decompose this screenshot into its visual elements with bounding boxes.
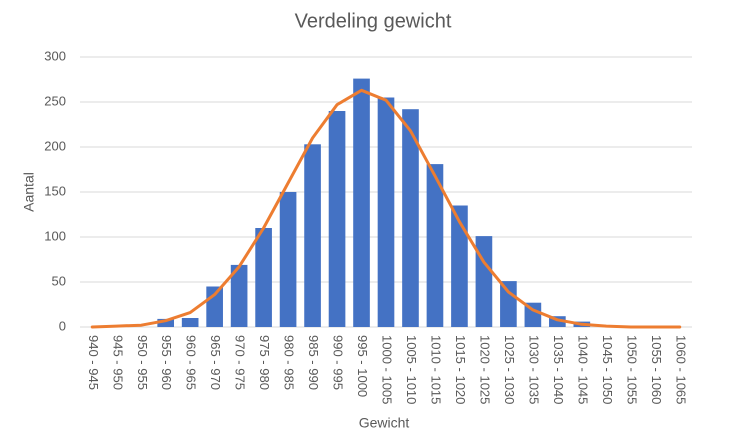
bar	[353, 78, 370, 327]
x-tick-label: 1015 - 1020	[453, 335, 468, 404]
y-tick-label: 0	[59, 318, 66, 333]
bar	[475, 236, 493, 327]
bar	[230, 264, 248, 327]
x-tick-label: 940 - 945	[86, 335, 101, 390]
bar	[402, 109, 419, 327]
y-tick-label: 50	[52, 273, 66, 288]
x-tick-label: 1060 - 1065	[673, 335, 688, 404]
x-tick-label: 1010 - 1015	[429, 335, 444, 404]
bar	[500, 281, 517, 327]
x-tick-label: 1040 - 1045	[575, 335, 590, 404]
bar	[157, 318, 175, 327]
x-tick-label: 955 - 960	[159, 335, 174, 390]
x-tick-label: 1030 - 1035	[526, 335, 541, 404]
bar	[304, 144, 321, 327]
y-tick-label: 300	[44, 48, 66, 63]
y-tick-label: 100	[44, 228, 66, 243]
x-tick-label: 960 - 965	[184, 335, 199, 390]
y-tick-label: 200	[44, 138, 66, 153]
x-tick-label: 1020 - 1025	[477, 335, 492, 404]
x-tick-label: 980 - 985	[282, 335, 297, 390]
x-tick-label: 1025 - 1030	[502, 335, 517, 404]
bar	[328, 111, 346, 327]
x-tick-label: 1050 - 1055	[624, 335, 639, 404]
line	[90, 88, 682, 329]
bar	[549, 316, 566, 327]
bar	[279, 192, 297, 327]
x-tick-label: 985 - 990	[306, 335, 321, 390]
bar	[181, 318, 199, 327]
y-tick-label: 150	[44, 183, 66, 198]
bar	[524, 302, 542, 327]
y-tick-label: 250	[44, 93, 66, 108]
x-tick-label: 1055 - 1060	[649, 335, 664, 404]
x-tick-label: 975 - 980	[257, 335, 272, 390]
bar	[255, 228, 272, 327]
x-tick-label: 1035 - 1040	[551, 335, 566, 404]
bar	[426, 164, 444, 327]
x-tick-label: 1005 - 1010	[404, 335, 419, 404]
x-tick-label: 945 - 950	[110, 335, 125, 390]
x-tick-label: 950 - 955	[135, 335, 150, 390]
x-tick-label: 970 - 975	[233, 335, 248, 390]
x-tick-label: 965 - 970	[208, 335, 223, 390]
chart-title: Verdeling gewicht	[295, 10, 452, 32]
bar	[377, 97, 395, 327]
x-tick-label: 995 - 1000	[355, 335, 370, 397]
bar	[451, 205, 468, 327]
y-axis-title: Aantal	[21, 172, 37, 212]
x-tick-label: 1000 - 1005	[380, 335, 395, 404]
x-axis-title: Gewicht	[359, 415, 410, 431]
x-tick-label: 1045 - 1050	[600, 335, 615, 404]
x-tick-label: 990 - 995	[331, 335, 346, 390]
